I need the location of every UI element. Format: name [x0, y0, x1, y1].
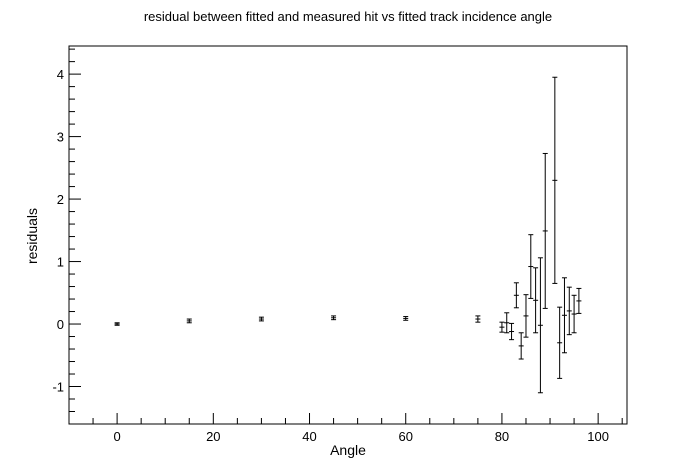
- data-point: [504, 312, 510, 334]
- data-point: [571, 294, 577, 334]
- x-tick-label: 40: [302, 429, 316, 444]
- y-tick-label: 1: [57, 255, 64, 270]
- y-tick-label: 0: [57, 317, 64, 332]
- data-point: [533, 267, 539, 334]
- x-axis-label: Angle: [330, 442, 366, 458]
- data-point: [513, 282, 519, 309]
- data-point: [528, 234, 534, 299]
- y-tick-label: 4: [57, 67, 64, 82]
- data-point: [552, 76, 558, 284]
- x-tick-label: 60: [398, 429, 412, 444]
- data-point: [331, 315, 337, 321]
- x-tick-label: 80: [495, 429, 509, 444]
- x-tick-label: 20: [206, 429, 220, 444]
- data-point: [114, 322, 120, 326]
- data-point: [537, 257, 543, 394]
- data-point: [499, 321, 505, 333]
- y-tick-label: 3: [57, 130, 64, 145]
- data-point: [509, 322, 515, 341]
- data-point: [566, 286, 572, 336]
- data-point: [186, 318, 192, 324]
- data-point: [523, 294, 529, 338]
- y-tick-label: 2: [57, 192, 64, 207]
- data-point: [542, 152, 548, 309]
- data-points: [114, 76, 582, 394]
- axis-ticks: 0 20 40 60 80 100 -1 0 1 2 3 4: [52, 48, 623, 444]
- x-tick-label: 100: [587, 429, 609, 444]
- data-point: [576, 287, 582, 314]
- y-axis-label: residuals: [24, 208, 40, 264]
- y-tick-label: -1: [52, 380, 64, 395]
- chart-title: residual between fitted and measured hit…: [144, 9, 552, 24]
- plot-frame: [68, 45, 628, 425]
- x-tick-label: 0: [113, 429, 120, 444]
- data-point: [561, 277, 567, 354]
- data-point: [557, 306, 563, 379]
- data-point: [518, 332, 524, 360]
- data-point: [403, 316, 409, 321]
- data-point: [258, 316, 264, 322]
- data-point: [475, 315, 481, 323]
